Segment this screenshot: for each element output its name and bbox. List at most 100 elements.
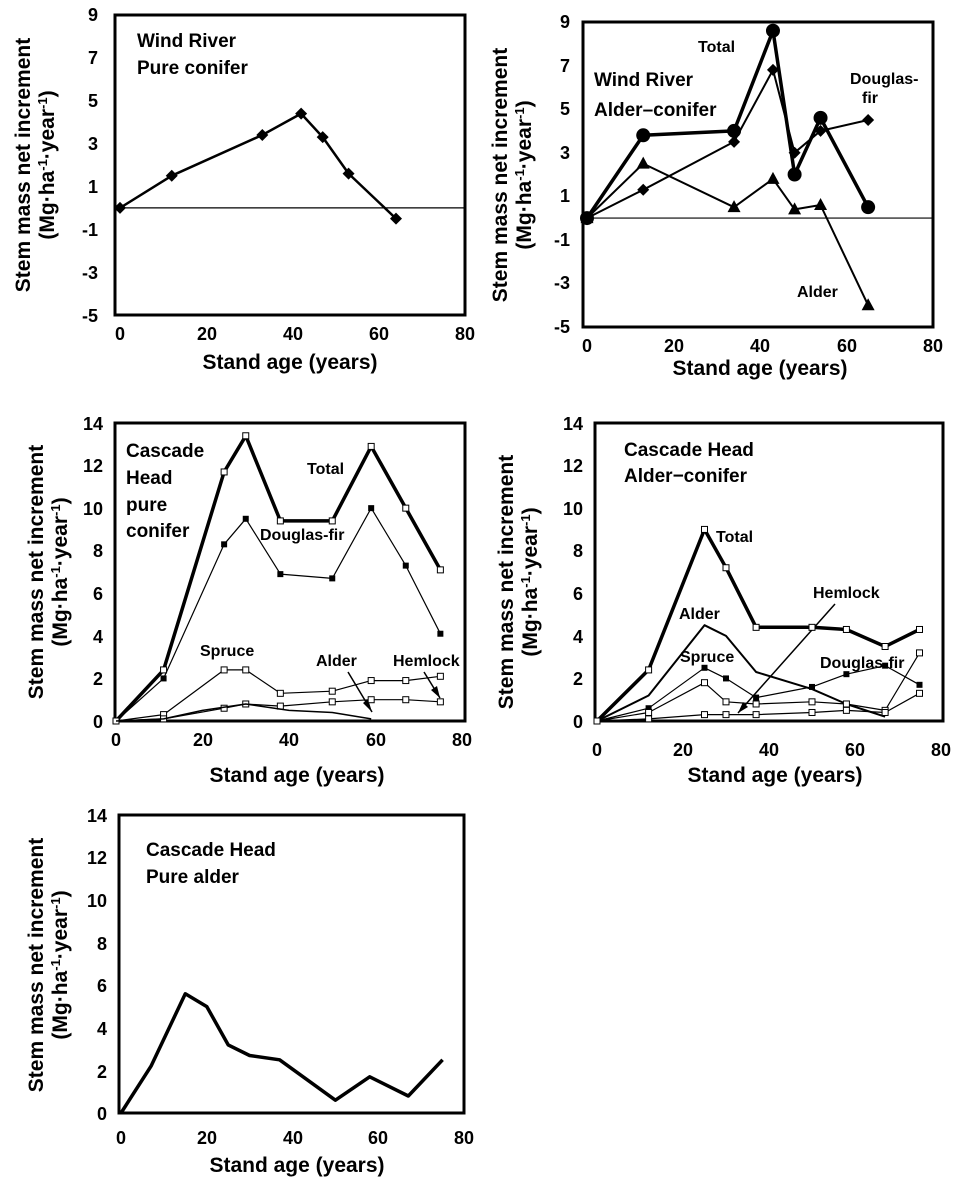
- x-tick-label: 0: [116, 1128, 126, 1148]
- data-point-hemlock: [328, 698, 336, 706]
- y-axis-unit-label: (Mg·ha-1·year-1): [35, 90, 60, 239]
- data-point-spruce: [723, 675, 729, 682]
- x-tick-label: 60: [369, 324, 389, 344]
- data-point-douglas-fir: [277, 571, 284, 578]
- y-tick-label: 0: [573, 712, 583, 732]
- data-point-alder: [814, 198, 828, 210]
- data-point-douglas-fir: [808, 698, 816, 706]
- x-tick-label: 40: [283, 324, 303, 344]
- y-tick-label: 8: [93, 541, 103, 561]
- y-tick-label: 4: [97, 1019, 107, 1039]
- panel-cascade-head-alder-conifer: 14 12 10 8 6 4 2 0 0 20 40 60 80 Stand a…: [495, 414, 951, 787]
- y-tick-label: -3: [82, 263, 98, 283]
- data-point-total: [328, 517, 336, 525]
- x-tick-label: 0: [592, 740, 602, 760]
- data-point-spruce: [367, 677, 375, 685]
- data-point-alder: [636, 156, 650, 169]
- series-label-douglas-fir: fir: [862, 90, 878, 107]
- data-point-douglas-fir: [916, 649, 923, 657]
- series-label-hemlock: Hemlock: [393, 653, 460, 670]
- data-point-hemlock: [842, 706, 850, 714]
- data-point-series: [114, 201, 126, 214]
- panel-annotation: Cascade: [126, 441, 204, 462]
- data-point-spruce: [402, 677, 410, 685]
- data-point-total: [916, 625, 923, 633]
- data-point-douglas-fir: [728, 135, 741, 148]
- y-axis-label: Stem mass net increment: [12, 38, 35, 292]
- y-tick-label: 4: [573, 627, 583, 647]
- y-tick-label: 2: [97, 1062, 107, 1082]
- data-point-douglas-fir: [814, 124, 827, 137]
- data-point-spruce: [701, 664, 708, 671]
- data-point-total: [402, 504, 410, 512]
- panel-annotation: pure: [126, 495, 167, 516]
- y-tick-label: 3: [560, 143, 570, 163]
- y-tick-label: 10: [83, 499, 103, 519]
- panel-annotation: Wind River: [594, 70, 694, 91]
- y-tick-label: 12: [563, 456, 583, 476]
- panel-annotation: Alder–conifer: [594, 100, 717, 121]
- data-point-hemlock: [916, 689, 923, 697]
- x-tick-label: 80: [931, 740, 951, 760]
- y-tick-label: -3: [554, 273, 570, 293]
- data-point-douglas-fir: [637, 183, 650, 196]
- data-point-series: [256, 129, 269, 141]
- plot-frame: [593, 421, 945, 723]
- series-line-total: [585, 28, 870, 220]
- y-tick-label: 9: [560, 12, 570, 32]
- y-tick-label: 2: [573, 669, 583, 689]
- data-point-hemlock: [701, 711, 708, 719]
- data-point-spruce: [276, 689, 284, 697]
- panel-wind-river-alder-conifer: 9 7 5 3 1 -1 -3 -5 0 20 40 60 80 Stand a…: [489, 12, 943, 380]
- data-point-hemlock: [402, 696, 410, 704]
- x-tick-label: 20: [673, 740, 693, 760]
- series-label-alder: Alder: [797, 284, 838, 301]
- y-tick-label: 14: [83, 414, 103, 434]
- data-point-hemlock: [645, 715, 653, 723]
- data-point-series: [316, 131, 329, 144]
- data-point-total: [787, 167, 802, 182]
- y-axis-label: Stem mass net increment: [495, 455, 518, 709]
- y-tick-label: 3: [88, 134, 98, 154]
- series-label-total: Total: [716, 529, 753, 546]
- x-tick-label: 20: [197, 1128, 217, 1148]
- data-point-alder: [580, 211, 594, 224]
- data-point-total: [160, 666, 168, 674]
- panel-annotation: Cascade Head: [624, 440, 754, 461]
- y-axis-label: Stem mass net increment: [25, 445, 48, 699]
- panel-annotation: Cascade Head: [146, 840, 276, 861]
- data-point-alder: [766, 171, 780, 184]
- plot-frame: [113, 421, 467, 723]
- panel-annotation: Pure alder: [146, 867, 240, 888]
- panel-cascade-head-pure-conifer: 14 12 10 8 6 4 2 0 0 20 40 60 80 Stand a…: [25, 414, 472, 787]
- series-label-total: Total: [307, 461, 344, 478]
- y-tick-label: -5: [554, 317, 570, 337]
- y-tick-label: 10: [87, 891, 107, 911]
- data-point-hemlock: [593, 717, 601, 725]
- series-layer: [119, 992, 444, 1114]
- series-line-series: [119, 112, 397, 220]
- data-point-douglas-fir: [842, 700, 850, 708]
- data-point-total: [242, 432, 250, 440]
- series-label-total: Total: [698, 39, 735, 56]
- data-point-total: [220, 468, 228, 476]
- x-tick-label: 40: [279, 730, 299, 750]
- data-point-alder: [727, 200, 741, 213]
- data-point-spruce: [645, 705, 652, 712]
- series-layer: [114, 107, 465, 225]
- x-tick-label: 40: [759, 740, 779, 760]
- y-tick-label: 4: [93, 627, 103, 647]
- data-point-total: [765, 23, 780, 38]
- x-tick-label: 20: [193, 730, 213, 750]
- panel-wind-river-pure-conifer: 9 7 5 3 1 -1 -3 -5 0 20 40 60 80 Stand a…: [12, 5, 475, 374]
- data-point-total: [436, 566, 444, 574]
- x-axis-label: Stand age (years): [672, 357, 847, 380]
- data-point-spruce: [242, 666, 250, 674]
- y-tick-label: 1: [560, 186, 570, 206]
- plot-frame: [117, 813, 466, 1115]
- panel-annotation: Alder−conifer: [624, 466, 748, 487]
- data-point-total: [808, 623, 816, 631]
- x-tick-label: 80: [452, 730, 472, 750]
- series-layer: [593, 525, 923, 725]
- panel-annotation: Head: [126, 468, 172, 489]
